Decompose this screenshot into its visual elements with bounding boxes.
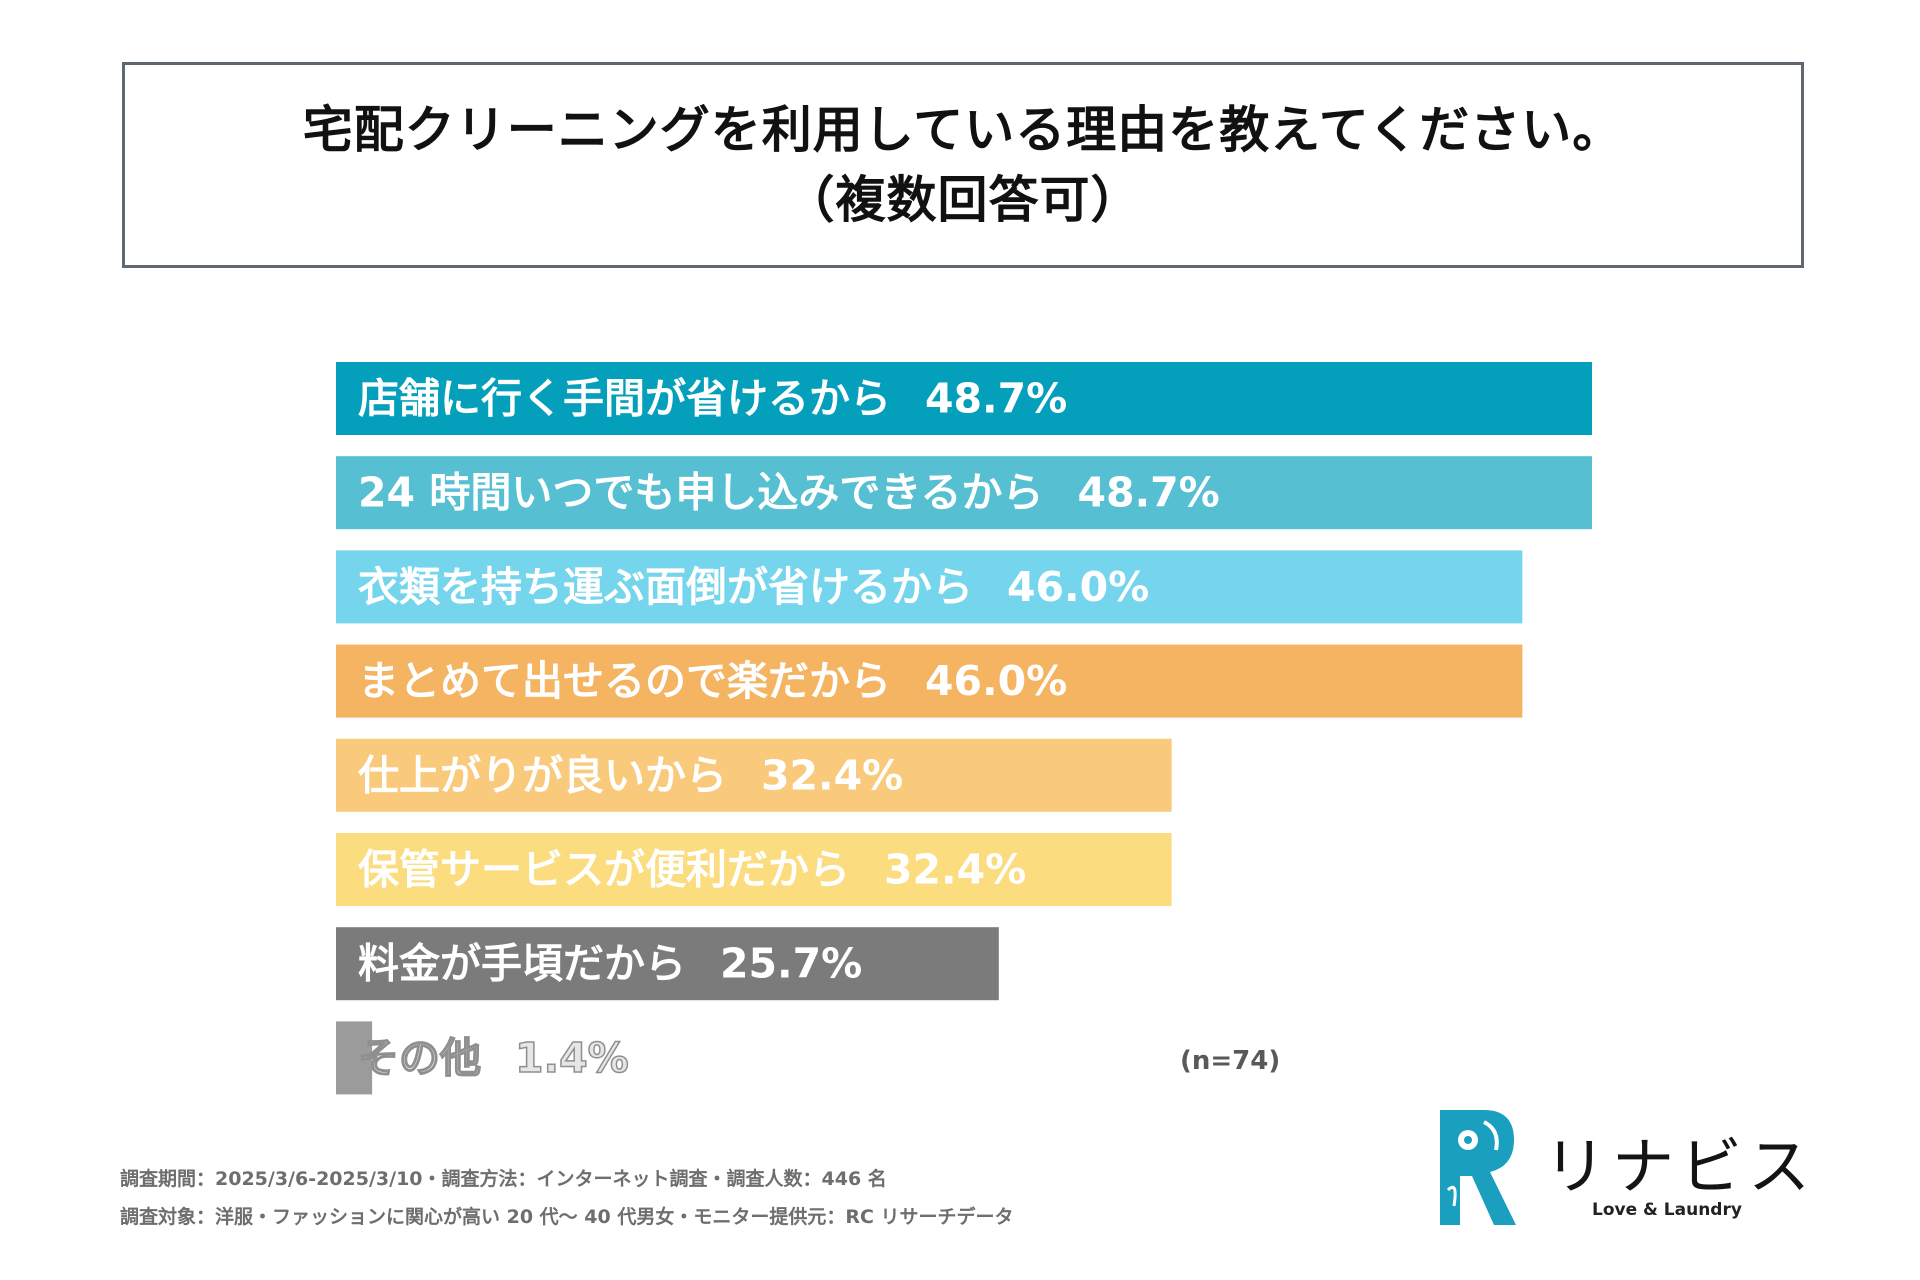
bar-1 [336,362,1592,435]
bar-6 [336,833,1172,906]
bar-3 [336,550,1523,624]
bar-category-7: 料金が手頃だから [358,940,686,988]
chart-title: 宅配クリーニングを利用している理由を教えてください。 [302,101,1624,159]
bar-category-8: その他 [358,1034,481,1082]
bar-value-5: 32.4% [761,751,903,799]
bar-5 [336,738,1172,812]
bar-category-5: 仕上がりが良いから [358,751,727,799]
bar-value-1: 48.7% [925,375,1067,423]
bar-8 [336,1021,373,1095]
bar-label-5: 仕上がりが良いから 32.4% [358,751,903,799]
bar-4 [336,644,1523,718]
brand-logo: リナビス Love & Laundry [1440,1110,1810,1225]
bar-category-3: 衣類を持ち運ぶ面倒が省けるから [358,563,973,611]
bar-2 [336,456,1592,530]
bar-value-7: 25.7% [720,940,862,988]
bar-label-8: その他 1.4% [358,1034,629,1082]
bar-label-6: 保管サービスが便利だから 32.4% [358,846,1026,894]
bar-7 [336,927,999,1001]
bar-label-1: 店舗に行く手間が省けるから 48.7% [358,375,1067,423]
bar-label-7: 料金が手頃だから 25.7% [358,940,862,988]
logo-tagline: Love & Laundry [1592,1200,1742,1220]
bar-value-6: 32.4% [884,846,1026,894]
bar-category-4: まとめて出せるので楽だから [358,657,891,705]
bar-label-2: 24 時間いつでも申し込みできるから 48.7% [358,469,1220,517]
sample-size-note: (n=74) [1180,1046,1281,1076]
bar-value-4: 46.0% [925,657,1067,705]
bar-value-2: 48.7% [1078,469,1220,517]
bar-label-3: 衣類を持ち運ぶ面倒が省けるから 46.0% [358,563,1149,611]
logo-name: リナビス [1544,1130,1817,1203]
bar-label-4: まとめて出せるので楽だから 46.0% [358,657,1067,705]
logo-r-mark-icon [1440,1110,1516,1225]
bar-category-2: 24 時間いつでも申し込みできるから [358,469,1044,517]
bar-value-3: 46.0% [1007,563,1149,611]
chart-subtitle: （複数回答可） [784,171,1142,229]
survey-footnote-1: 調査期間：2025/3/6-2025/3/10・調査方法：インターネット調査・調… [120,1168,887,1190]
bar-category-1: 店舗に行く手間が省けるから [358,375,891,423]
survey-footnote-2: 調査対象：洋服・ファッションに関心が高い 20 代〜 40 代男女・モニター提供… [120,1206,1014,1228]
title-box: 宅配クリーニングを利用している理由を教えてください。 （複数回答可） [122,62,1804,268]
bar-value-8: 1.4% [515,1034,629,1082]
bar-category-6: 保管サービスが便利だから [358,846,850,894]
